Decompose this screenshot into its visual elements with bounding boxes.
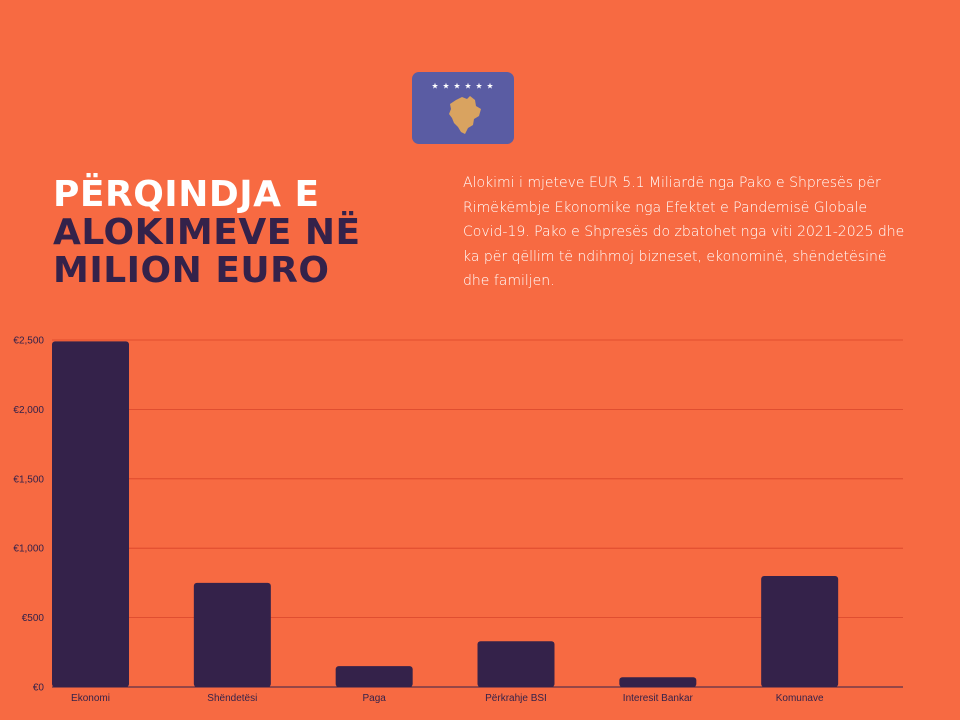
y-tick-label: €0 [33, 683, 45, 694]
y-tick-label: €2,000 [13, 405, 44, 416]
flag-star-1 [431, 82, 439, 89]
page-title: PËRQINDJA E ALOKIMEVE NË MILION EURO [53, 176, 361, 290]
kosovo-flag-graphic [412, 72, 514, 144]
x-axis: Ekonomi Shëndetësi Paga Përkrahje BSI Intere… [71, 693, 824, 704]
flag-star-5 [475, 82, 483, 89]
bar-2 [193, 582, 271, 687]
description-text: Alokimi i mjeteve EUR 5.1 Miliardë nga P… [463, 175, 905, 289]
flag-star-4 [464, 82, 472, 89]
x-category-label: Përkrahje BSI [485, 693, 547, 704]
y-tick-label: €2,500 [13, 336, 44, 347]
bar-6 [761, 575, 839, 687]
flag-stars [431, 82, 494, 89]
bar-5 [619, 677, 697, 687]
x-category-label: Interesit Bankar [623, 693, 694, 704]
flag-star-2 [442, 82, 450, 89]
y-tick-label: €500 [22, 613, 45, 624]
flag-star-3 [453, 82, 461, 89]
kosovo-map-shape [449, 96, 481, 134]
bars [52, 341, 839, 687]
x-category-label: Shëndetësi [207, 693, 257, 704]
y-tick-label: €1,500 [13, 474, 44, 485]
title-line-1: PËRQINDJA E [53, 174, 320, 215]
x-category-label: Komunave [776, 693, 824, 704]
bar-1 [52, 341, 129, 687]
y-tick-label: €1,000 [13, 544, 44, 555]
x-category-label: Ekonomi [71, 693, 110, 704]
bar-3 [335, 666, 413, 687]
bar-4 [477, 641, 555, 687]
flag-star-6 [486, 82, 494, 89]
kosovo-flag-icon [412, 72, 514, 144]
title-line-3: MILION EURO [53, 250, 330, 291]
x-category-label: Paga [362, 693, 386, 704]
title-line-2: ALOKIMEVE NË [53, 212, 361, 253]
y-axis: €0 €500 €1,000 €1,500 €2,000 €2,500 [13, 336, 44, 694]
bar-chart: €0 €500 €1,000 €1,500 €2,000 €2,500 Ekonomi Sh… [13, 336, 903, 704]
